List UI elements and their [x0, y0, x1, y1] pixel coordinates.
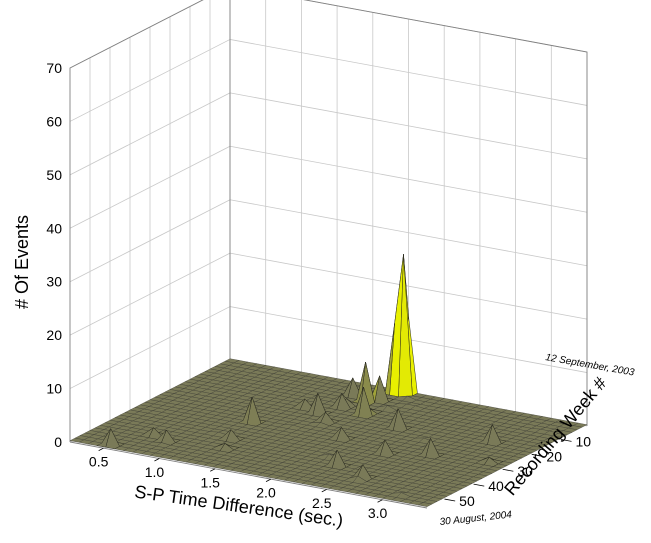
y-tick-label: 40	[488, 478, 504, 494]
y-tick-label: 30	[517, 463, 533, 479]
tick-labels: 0 10 20 30 40 50 60 70 0.5 1.0 1.5 2.0 2.5 3.0 10 20 30 4…	[46, 60, 591, 521]
y-tick	[444, 498, 456, 502]
x-tick	[154, 458, 160, 462]
chart-walls	[69, 0, 588, 443]
x-tick-label: 2.5	[312, 495, 332, 511]
x-tick	[321, 489, 327, 493]
z-tick-label: 60	[46, 113, 62, 129]
z-tick-label: 0	[54, 434, 62, 450]
y-tick	[473, 483, 485, 487]
x-tick-label: 3.0	[368, 505, 388, 521]
z-axis-title: # Of Events	[12, 215, 32, 309]
chart-floor	[69, 441, 428, 509]
x-tick-label: 2.0	[256, 485, 276, 501]
z-tick-label: 10	[46, 381, 62, 397]
x-tick	[265, 478, 271, 482]
x-tick-label: 0.5	[89, 454, 109, 470]
x-tick-label: 1.0	[145, 464, 165, 480]
z-tick-label: 20	[46, 327, 62, 343]
y-tick-label: 10	[576, 433, 592, 449]
y-tick-label: 50	[459, 493, 475, 509]
x-tick	[210, 468, 216, 472]
z-tick-label: 30	[46, 274, 62, 290]
x-tick-label: 1.5	[200, 474, 220, 490]
surface-cell	[69, 437, 85, 443]
y-tick-label: 20	[546, 448, 562, 464]
surface-peaks	[69, 254, 588, 507]
x-tick	[98, 447, 104, 452]
end-week-note: 30 August, 2004	[439, 509, 513, 528]
x-axis-title: S-P Time Difference (sec.)	[133, 482, 344, 531]
x-axis-line	[69, 441, 428, 509]
z-tick-label: 50	[46, 167, 62, 183]
y-tick	[531, 453, 543, 457]
wall-frame	[69, 0, 588, 442]
z-tick-label: 40	[46, 220, 62, 236]
y-tick	[560, 439, 572, 442]
z-tick-label: 70	[46, 60, 62, 76]
y-tick	[502, 468, 514, 472]
x-tick	[377, 499, 383, 503]
